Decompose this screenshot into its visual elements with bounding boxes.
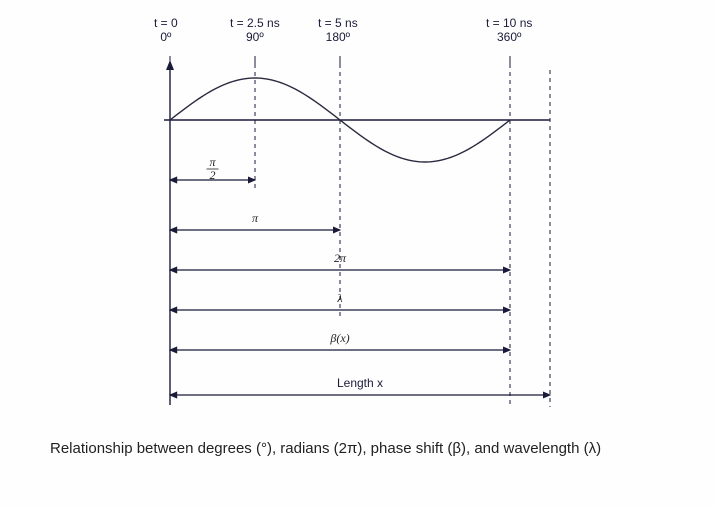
svg-text:2: 2 bbox=[210, 168, 216, 182]
svg-text:λ: λ bbox=[336, 291, 342, 305]
figure-caption: Relationship between degrees (°), radian… bbox=[20, 440, 697, 457]
label-t1: t = 2.5 ns 90º bbox=[230, 16, 280, 44]
label-t3: t = 10 ns 360º bbox=[486, 16, 532, 44]
t3-deg: 360º bbox=[497, 30, 521, 44]
t1-deg: 90º bbox=[246, 30, 264, 44]
svg-text:π: π bbox=[252, 211, 259, 225]
label-t0: t = 0 0º bbox=[154, 16, 178, 44]
diagram-container: t = 0 0º t = 2.5 ns 90º t = 5 ns 180º t … bbox=[130, 20, 650, 420]
svg-text:Length x: Length x bbox=[337, 376, 383, 390]
t1-time: t = 2.5 ns bbox=[230, 16, 280, 30]
svg-text:π: π bbox=[209, 155, 216, 169]
t2-time: t = 5 ns bbox=[318, 16, 358, 30]
svg-text:β(x): β(x) bbox=[329, 331, 349, 345]
t3-time: t = 10 ns bbox=[486, 16, 532, 30]
t2-deg: 180º bbox=[326, 30, 350, 44]
svg-text:2π: 2π bbox=[334, 251, 347, 265]
top-axis-labels: t = 0 0º t = 2.5 ns 90º t = 5 ns 180º t … bbox=[130, 16, 650, 56]
t0-time: t = 0 bbox=[154, 16, 178, 30]
label-t2: t = 5 ns 180º bbox=[318, 16, 358, 44]
t0-deg: 0º bbox=[160, 30, 171, 44]
diagram-svg: π2π2πλβ(x)Length x bbox=[130, 20, 650, 420]
